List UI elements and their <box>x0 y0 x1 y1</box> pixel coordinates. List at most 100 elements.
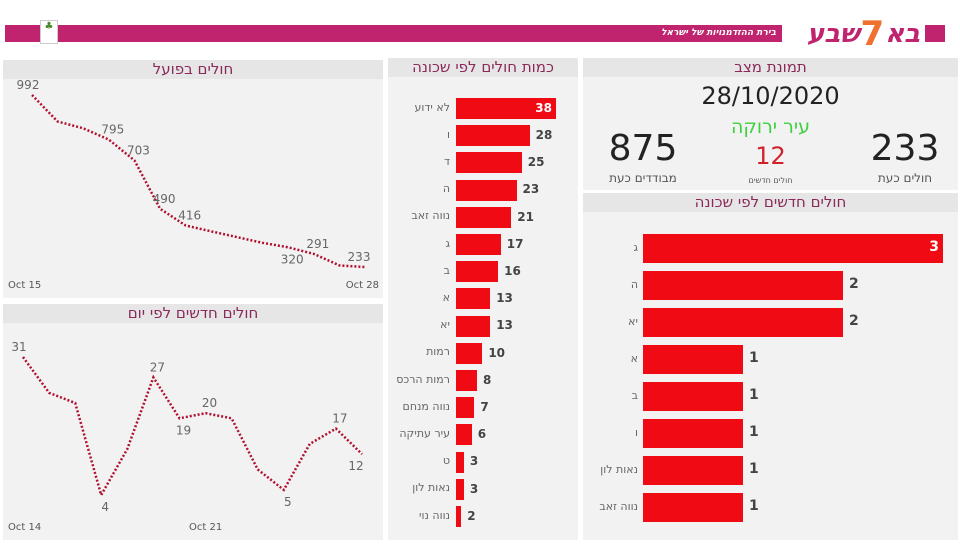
x-tick-label: Oct 15 <box>8 280 41 291</box>
bar <box>456 261 499 283</box>
category-label: ג <box>633 240 638 254</box>
daily-new-cases-chart: 31 4 27 19 20 5 17 12 Oct 14 Oct 21 <box>8 340 364 533</box>
isolated-value: 875 <box>608 128 678 169</box>
new-cases-by-neighborhood-panel: חולים חדשים לפי שכונה ג 3 ה 2 יא 2 א 1 ב 1 ו 1 נאות … <box>583 193 958 540</box>
category-label: יא <box>440 318 450 332</box>
bar <box>643 308 843 337</box>
category-label: נאות לון <box>600 462 638 476</box>
data-label: 416 <box>178 209 201 223</box>
bar <box>456 315 491 337</box>
category-label: ט <box>442 454 450 468</box>
category-label: נווה נוי <box>419 508 450 522</box>
new-cases-value: 12 <box>755 142 786 170</box>
data-label: 31 <box>11 340 26 354</box>
bar-value-label: 3 <box>929 239 939 256</box>
bar <box>456 478 464 500</box>
category-label: ו <box>635 425 638 439</box>
data-label: 992 <box>17 79 40 92</box>
active-cases-panel: חולים בפועל 992 795 703 490 416 320 291 233 Oct … <box>3 60 383 298</box>
category-label: ב <box>631 388 638 402</box>
bar <box>643 345 743 374</box>
cases-by-neighborhood-panel: כמות חולים לפי שכונה לא ידוע 38 ו 28 ד 25 ה 23 נ… <box>388 58 578 540</box>
data-label: 291 <box>306 237 329 251</box>
category-label: נווה זאב <box>599 499 638 513</box>
data-label: 12 <box>348 459 363 473</box>
bar-value-label: 2 <box>849 313 859 330</box>
category-label: נווה זאב <box>411 209 450 223</box>
category-label: ה <box>630 277 638 291</box>
active-value: 233 <box>870 128 940 169</box>
bar-value-label: 1 <box>749 387 759 404</box>
bar-value-label: 28 <box>535 127 553 142</box>
data-label: 490 <box>153 192 176 206</box>
data-label: 703 <box>127 143 150 157</box>
panel-title: חולים בפועל <box>3 60 383 79</box>
bar-value-label: 2 <box>849 276 859 293</box>
status-date: 28/10/2020 <box>701 82 840 110</box>
bar-value-label: 3 <box>469 481 479 496</box>
bar-value-label: 1 <box>749 498 759 515</box>
category-label: רמות <box>426 345 450 359</box>
bar-value-label: 10 <box>488 345 506 360</box>
category-label: ד <box>443 154 450 168</box>
bar <box>456 288 491 310</box>
data-label: 19 <box>176 423 191 437</box>
data-label: 5 <box>284 495 292 509</box>
new-cases-label: חולים חדשים <box>748 176 793 185</box>
bar <box>456 125 530 147</box>
bar-value-label: 16 <box>504 263 521 278</box>
series-line <box>31 94 366 269</box>
bar-value-label: 3 <box>469 454 479 469</box>
bar <box>643 382 743 411</box>
bar <box>456 234 501 255</box>
bar <box>456 370 478 391</box>
status-panel: תמונת מצב 28/10/2020 עיר ירוקה 12 חולים … <box>583 58 958 190</box>
bar <box>643 234 943 263</box>
bar-value-label: 13 <box>496 291 513 306</box>
category-label: ה <box>442 182 450 196</box>
municipal-emblem-icon: ♣ <box>40 20 58 44</box>
category-label: נאות לון <box>412 481 450 495</box>
city-status: עיר ירוקה <box>731 116 810 138</box>
data-label: 233 <box>348 250 371 264</box>
bar <box>643 493 743 522</box>
bar-value-label: 38 <box>535 100 552 115</box>
panel-title: כמות חולים לפי שכונה <box>388 58 578 77</box>
bar-value-label: 1 <box>749 461 759 478</box>
isolated-label: מבודדים כעת <box>609 171 677 185</box>
category-label: א <box>442 290 450 304</box>
bar-value-label: 23 <box>522 182 540 197</box>
data-label: 4 <box>101 500 109 514</box>
category-label: א <box>630 351 638 365</box>
category-label: נווה מנחם <box>402 399 450 413</box>
bar <box>456 152 522 174</box>
bar-value-label: 13 <box>496 318 513 333</box>
category-label: עיר עתיקה <box>399 426 450 440</box>
bar-value-label: 7 <box>480 399 489 414</box>
bar-value-label: 1 <box>749 424 759 441</box>
bar <box>456 451 464 473</box>
category-label: רמות הרכס <box>396 372 450 386</box>
category-label: ג <box>445 236 450 250</box>
category-label: ב <box>443 263 450 277</box>
category-label: יא <box>628 314 638 328</box>
x-tick-label: Oct 28 <box>346 280 379 291</box>
panel-title: חולים חדשים לפי שכונה <box>583 193 958 212</box>
panel-title: חולים חדשים לפי יום <box>3 304 383 323</box>
active-label: חולים כעת <box>877 171 933 185</box>
data-label: 320 <box>281 252 304 266</box>
tagline: בירת ההזדמנויות של ישראל <box>661 28 776 38</box>
bar-value-label: 6 <box>477 427 487 442</box>
bar <box>456 342 483 364</box>
header-bar <box>5 25 782 42</box>
data-label: 795 <box>101 123 124 137</box>
bar <box>456 397 475 419</box>
panel-title: תמונת מצב <box>583 58 958 77</box>
bar-value-label: 25 <box>527 155 545 170</box>
series-line <box>21 356 363 499</box>
bar <box>643 419 743 448</box>
data-label: 20 <box>202 396 217 410</box>
data-label: 27 <box>150 360 165 374</box>
bar <box>643 456 743 485</box>
